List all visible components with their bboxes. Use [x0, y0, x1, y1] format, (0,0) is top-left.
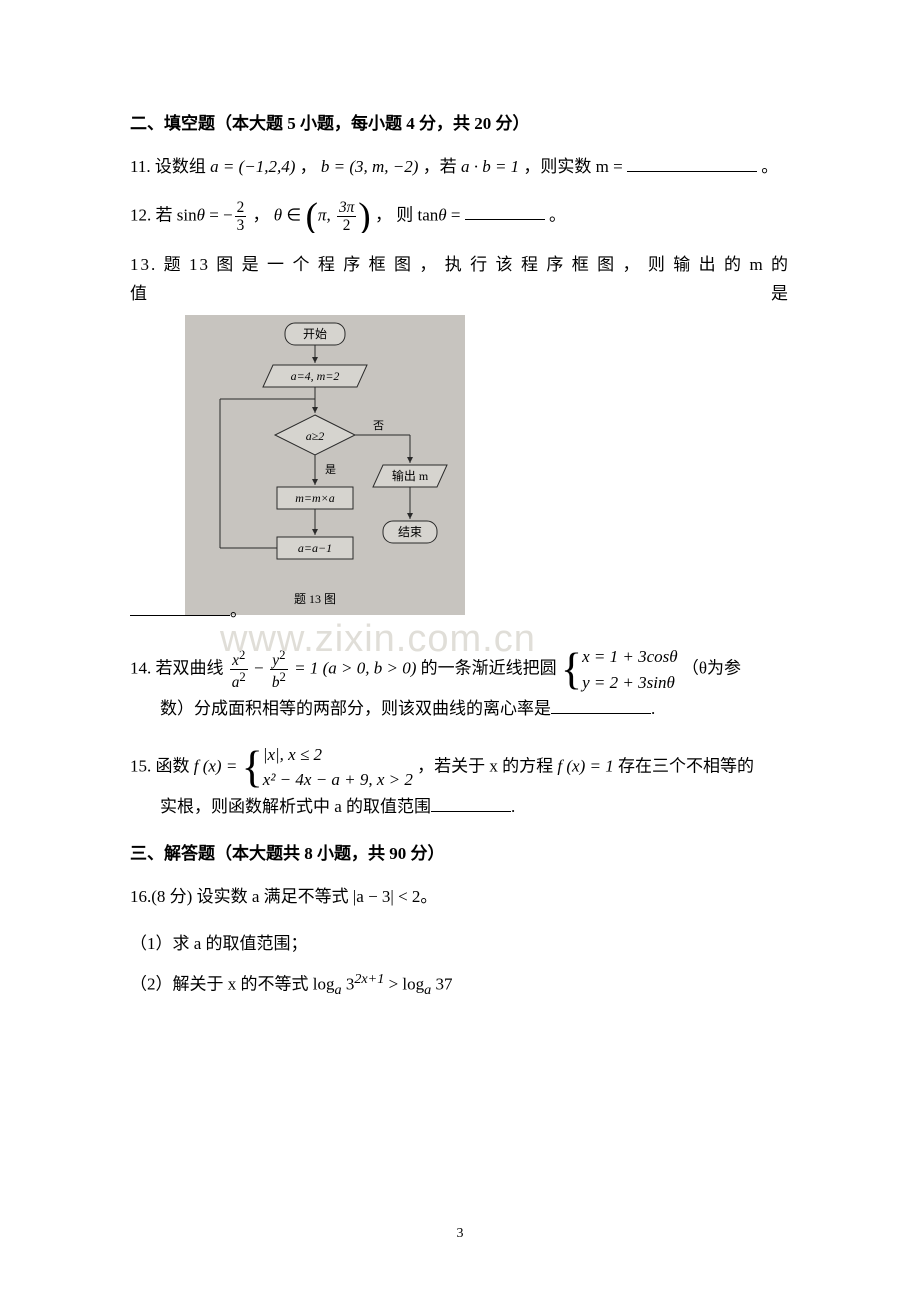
svg-text:是: 是	[325, 463, 336, 476]
q11-num: 11.	[130, 157, 151, 176]
question-11: 11. 设数组 a = (−1,2,4) ， b = (3, m, −2) ，若…	[130, 153, 790, 182]
question-12: 12. 若 sinθ = −23 ， θ ∈ (π, 3π2) ， 则 tanθ…	[130, 200, 790, 234]
q13-blank	[130, 598, 230, 616]
q15-num: 15.	[130, 756, 151, 775]
frac-3pi-2: 3π2	[337, 200, 356, 234]
svg-text:开始: 开始	[303, 327, 327, 341]
q16-part2: （2）解关于 x 的不等式 loga 32x+1 > loga 37	[130, 967, 790, 1002]
svg-text:结束: 结束	[398, 525, 422, 539]
question-14: 14. 若双曲线 x2a2 − y2b2 = 1 (a > 0, b > 0) …	[130, 644, 790, 724]
q11-blank	[627, 154, 757, 172]
q16-num: 16.	[130, 887, 151, 906]
q16-part1: （1）求 a 的取值范围；	[130, 930, 790, 959]
q15-blank	[431, 794, 511, 812]
svg-text:a=4, m=2: a=4, m=2	[291, 369, 340, 383]
flowchart-q13: 开始 a=4, m=2 a≥2 是 否 m=m×a a=a−1	[185, 315, 465, 615]
section-ii-title: 二、填空题（本大题 5 小题，每小题 4 分，共 20 分）	[130, 110, 790, 139]
q14-num: 14.	[130, 658, 151, 677]
question-13: 13. 题 13 图 是 一 个 程 序 框 图 ， 执 行 该 程 序 框 图…	[130, 251, 790, 626]
q12-num: 12.	[130, 205, 151, 224]
section-iii-title: 三、解答题（本大题共 8 小题，共 90 分）	[130, 840, 790, 869]
page-number: 3	[0, 1226, 920, 1242]
svg-text:题 13 图: 题 13 图	[294, 592, 336, 606]
svg-text:m=m×a: m=m×a	[295, 491, 335, 505]
q13-num: 13.	[130, 255, 157, 274]
svg-text:a≥2: a≥2	[306, 429, 325, 443]
svg-text:输出 m: 输出 m	[392, 468, 429, 483]
q14-blank	[551, 696, 651, 714]
svg-text:否: 否	[373, 420, 384, 432]
svg-text:a=a−1: a=a−1	[298, 541, 332, 555]
q12-blank	[465, 202, 545, 220]
frac-2-3: 23	[235, 200, 247, 234]
question-16: 16.(8 分) 设实数 a 满足不等式 |a − 3| < 2。	[130, 883, 790, 912]
question-15: 15. 函数 f (x) = {|x|, x ≤ 2x² − 4x − a + …	[130, 742, 790, 822]
